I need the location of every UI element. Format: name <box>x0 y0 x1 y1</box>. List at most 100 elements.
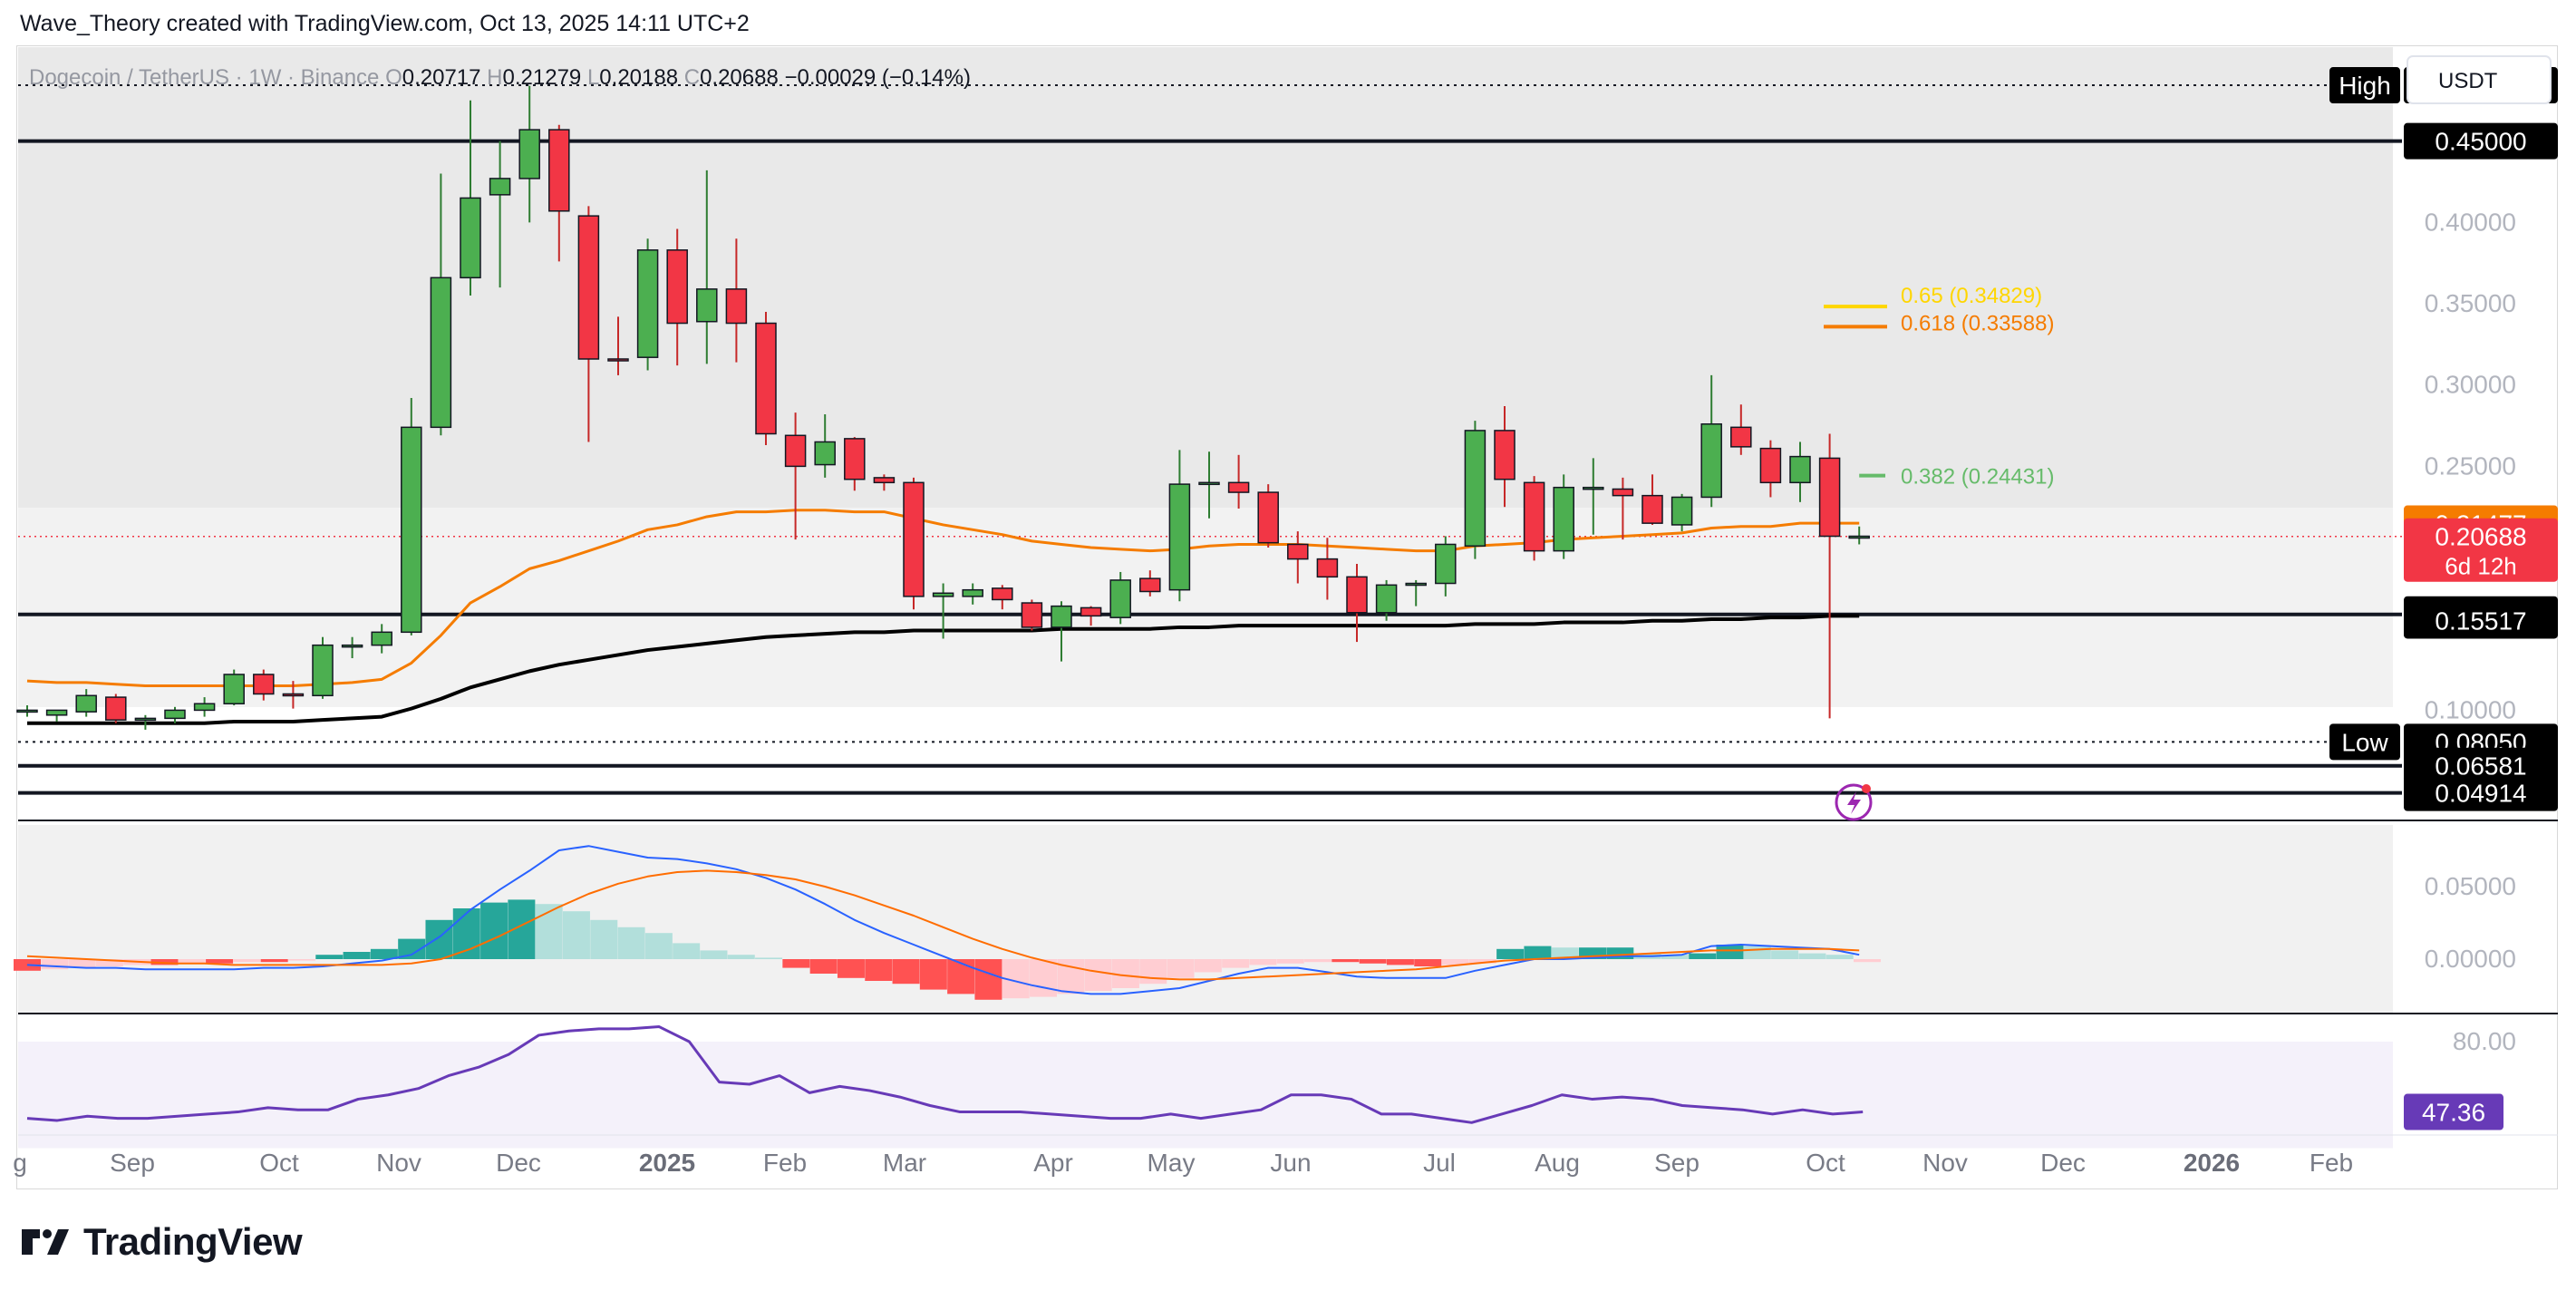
fib-level-label: 0.618 (0.33588) <box>1901 311 2054 335</box>
macd-histogram-bar <box>617 926 645 959</box>
candle-body <box>1523 481 1545 552</box>
candle-body <box>489 178 511 196</box>
candle-body <box>814 441 836 466</box>
candle-body <box>1671 496 1693 526</box>
price-pane-bottom-band <box>18 707 2393 820</box>
candle-body <box>1700 422 1722 499</box>
rsi-value-label-bg <box>2404 1093 2503 1130</box>
candle-body <box>1198 481 1220 486</box>
rsi-axis-tick: 80.00 <box>2453 1027 2516 1055</box>
candle-body <box>193 703 216 712</box>
macd-histogram-bar <box>1139 959 1167 985</box>
macd-histogram-bar <box>1661 955 1689 959</box>
macd-histogram-bar <box>562 911 590 959</box>
macd-histogram-bar <box>150 959 179 965</box>
candle-body <box>962 588 983 597</box>
candle-body <box>223 674 245 704</box>
macd-histogram-bar <box>287 959 315 961</box>
fib-level-label: 0.65 (0.34829) <box>1901 284 2042 308</box>
candle-body <box>1759 447 1782 484</box>
level-price-label: 0.04914 <box>2435 780 2526 808</box>
macd-histogram-bar <box>892 959 920 985</box>
macd-histogram-bar <box>1167 959 1195 978</box>
candle-body <box>1109 579 1131 618</box>
macd-histogram-bar <box>425 919 453 959</box>
candle-body <box>164 709 186 720</box>
time-axis-tick: Dec <box>2040 1149 2086 1177</box>
candle-body <box>636 249 659 358</box>
ema200-price-label-bg <box>2404 602 2558 639</box>
candle-body <box>903 481 925 597</box>
macd-histogram-bar <box>233 959 261 963</box>
time-axis-tick: Sep <box>1654 1149 1700 1177</box>
macd-histogram-bar <box>755 957 783 959</box>
macd-histogram-bar <box>1798 953 1826 959</box>
macd-histogram-bar <box>644 933 673 959</box>
macd-histogram-bar <box>1359 959 1387 964</box>
candle-body <box>1346 576 1368 614</box>
candle-body <box>401 426 422 634</box>
candle-body <box>1641 494 1663 524</box>
macd-histogram-bar <box>837 959 865 978</box>
brand-wordmark: TradingView <box>83 1220 303 1263</box>
macd-histogram-bar <box>1441 959 1469 965</box>
macd-histogram-bar <box>700 950 728 959</box>
candle-body <box>312 644 334 697</box>
price-axis-tick: 0.10000 <box>2425 695 2516 723</box>
price-axis-tick: 0.40000 <box>2425 208 2516 236</box>
time-axis-tick: May <box>1148 1149 1196 1177</box>
macd-histogram-bar <box>452 908 480 959</box>
time-axis-tick: Nov <box>1922 1149 1968 1177</box>
candle-body <box>1494 430 1516 480</box>
macd-histogram-bar <box>1304 959 1332 963</box>
macd-histogram-bar <box>1332 959 1360 963</box>
candle-body <box>1080 606 1102 617</box>
macd-histogram-bar <box>1771 950 1799 959</box>
macd-signal-line <box>26 869 1860 981</box>
macd-histogram-bar <box>1551 947 1579 959</box>
fib-level-label: 0.382 (0.24431) <box>1901 465 2054 490</box>
candle-body <box>666 249 688 325</box>
macd-histogram-bar <box>590 919 618 959</box>
candle-body <box>932 592 954 597</box>
macd-histogram-bar <box>370 948 398 959</box>
macd-histogram-bar <box>1084 959 1112 992</box>
macd-histogram-bar <box>1496 948 1525 959</box>
level-price-label-bg <box>2404 774 2558 811</box>
symbol-legend: Dogecoin / TetherUS · 1W · Binance O0.20… <box>29 65 971 90</box>
macd-histogram-bar <box>260 959 288 963</box>
rsi-value-label: 47.36 <box>2422 1099 2485 1127</box>
macd-histogram-bar <box>1524 946 1552 959</box>
macd-histogram-bar <box>480 902 508 959</box>
alert-icon-dot <box>1862 784 1871 793</box>
candle-body <box>1316 558 1339 578</box>
alert-icon-bolt <box>1847 791 1861 814</box>
candle-body <box>16 709 38 713</box>
candle-body <box>577 215 600 360</box>
currency-button-label[interactable]: USDT <box>2438 69 2498 93</box>
macd-histogram-bar <box>68 959 96 968</box>
candle-body <box>725 288 748 325</box>
level-price-label: 0.45000 <box>2435 128 2526 156</box>
candle-body <box>518 129 540 179</box>
macd-histogram-bar <box>206 959 234 964</box>
macd-histogram-bar <box>398 938 426 959</box>
macd-histogram-bar <box>41 959 69 970</box>
candle-body <box>548 129 570 212</box>
time-axis-tick: Jun <box>1270 1149 1311 1177</box>
macd-histogram-bar <box>673 943 701 959</box>
macd-pane-background <box>18 825 2393 1014</box>
macd-histogram-bar <box>315 955 344 959</box>
currency-button[interactable] <box>2407 55 2552 104</box>
time-axis-tick: Dec <box>496 1149 541 1177</box>
legend-cv: 0.20688 <box>700 65 784 90</box>
tradingview-logo-icon <box>22 1229 69 1255</box>
rsi-band <box>18 1042 2393 1149</box>
time-axis-tick: Feb <box>2310 1149 2353 1177</box>
macd-histogram-bar <box>343 952 371 959</box>
time-axis-tick: Oct <box>1806 1149 1845 1177</box>
candle-body <box>341 644 363 648</box>
candle-body <box>75 694 97 713</box>
candle-body <box>1464 430 1487 548</box>
